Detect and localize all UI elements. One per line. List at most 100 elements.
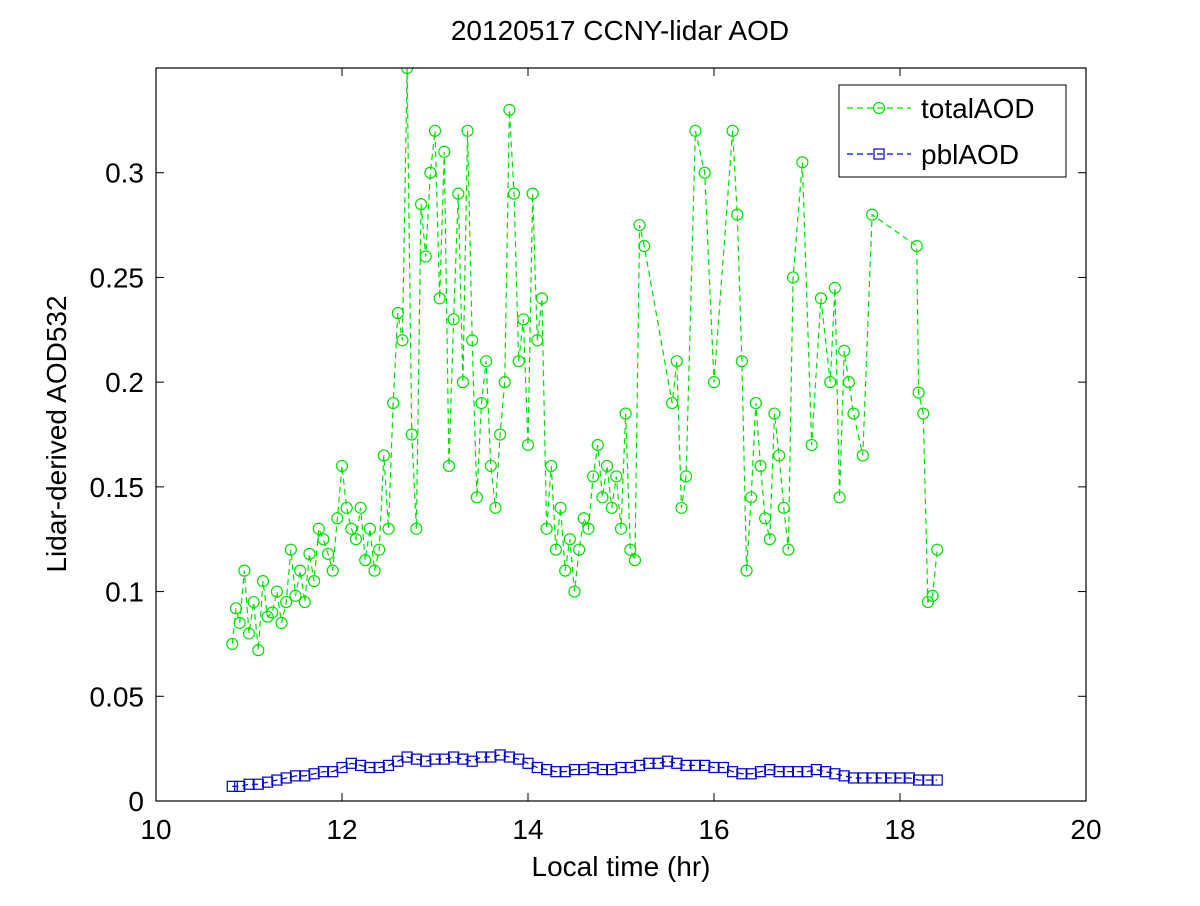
data-point-totalAOD bbox=[484, 459, 497, 473]
data-point-totalAOD bbox=[321, 547, 335, 560]
data-point-pblAOD bbox=[243, 778, 255, 790]
data-point-totalAOD bbox=[582, 522, 595, 535]
data-point-totalAOD bbox=[270, 585, 283, 598]
data-point-pblAOD bbox=[578, 763, 590, 776]
data-point-pblAOD bbox=[606, 763, 618, 776]
data-point-pblAOD bbox=[466, 755, 478, 767]
data-point-totalAOD bbox=[373, 543, 386, 556]
data-point-pblAOD bbox=[410, 753, 422, 765]
legend-box bbox=[838, 84, 1067, 178]
data-point-totalAOD bbox=[298, 595, 311, 609]
data-point-pblAOD bbox=[355, 759, 367, 771]
y-tick-label: 0.2 bbox=[105, 367, 144, 398]
data-point-totalAOD bbox=[461, 124, 474, 137]
data-point-pblAOD bbox=[438, 753, 450, 765]
data-point-totalAOD bbox=[503, 103, 516, 116]
data-point-pblAOD bbox=[485, 751, 497, 763]
data-point-pblAOD bbox=[429, 753, 441, 765]
data-point-totalAOD bbox=[308, 574, 321, 588]
data-point-totalAOD bbox=[447, 313, 460, 326]
data-point-pblAOD bbox=[568, 763, 581, 776]
y-tick-label: 0.15 bbox=[90, 472, 145, 503]
data-point-pblAOD bbox=[392, 755, 404, 767]
data-point-pblAOD bbox=[522, 757, 534, 769]
data-point-pblAOD bbox=[234, 780, 246, 792]
data-point-totalAOD bbox=[317, 533, 330, 546]
data-point-totalAOD bbox=[573, 543, 586, 556]
data-point-pblAOD bbox=[513, 753, 525, 765]
legend: totalAOD pblAOD bbox=[838, 84, 1067, 178]
data-point-totalAOD bbox=[768, 407, 781, 420]
data-point-pblAOD bbox=[689, 759, 702, 771]
data-point-pblAOD bbox=[745, 768, 757, 780]
y-tick-label: 0.25 bbox=[90, 262, 145, 293]
data-point-pblAOD bbox=[596, 763, 609, 776]
data-point-totalAOD bbox=[754, 459, 767, 473]
data-point-pblAOD bbox=[847, 772, 860, 784]
data-point-totalAOD bbox=[294, 564, 307, 577]
data-point-totalAOD bbox=[865, 208, 879, 221]
data-point-totalAOD bbox=[340, 501, 353, 514]
data-point-pblAOD bbox=[382, 759, 395, 771]
data-point-pblAOD bbox=[336, 761, 348, 774]
data-point-totalAOD bbox=[666, 396, 679, 410]
data-point-totalAOD bbox=[707, 376, 721, 389]
data-point-pblAOD bbox=[922, 774, 934, 786]
data-point-pblAOD bbox=[754, 766, 767, 778]
data-point-totalAOD bbox=[559, 564, 572, 577]
data-point-totalAOD bbox=[419, 250, 432, 263]
data-point-pblAOD bbox=[829, 768, 841, 780]
x-tick-label: 10 bbox=[140, 814, 171, 845]
legend-marker-totalAOD bbox=[872, 101, 886, 115]
legend-marker-pblAOD bbox=[873, 148, 885, 160]
data-point-totalAOD bbox=[554, 501, 567, 514]
data-point-pblAOD bbox=[531, 761, 543, 774]
data-point-totalAOD bbox=[824, 376, 837, 389]
legend-label-pblAOD: pblAOD bbox=[921, 139, 1019, 170]
y-tick-label: 0.3 bbox=[105, 158, 144, 189]
data-point-pblAOD bbox=[262, 776, 274, 788]
data-point-totalAOD bbox=[910, 239, 923, 253]
data-point-totalAOD bbox=[377, 449, 390, 462]
data-point-pblAOD bbox=[327, 766, 339, 778]
data-point-pblAOD bbox=[819, 766, 832, 778]
data-point-totalAOD bbox=[772, 449, 786, 462]
x-tick-label: 14 bbox=[512, 814, 543, 845]
data-point-totalAOD bbox=[233, 616, 246, 630]
data-point-totalAOD bbox=[387, 396, 400, 410]
data-point-totalAOD bbox=[424, 166, 437, 179]
data-point-pblAOD bbox=[643, 757, 655, 769]
data-point-totalAOD bbox=[526, 187, 539, 200]
data-point-totalAOD bbox=[805, 438, 818, 452]
data-point-totalAOD bbox=[284, 543, 297, 556]
data-point-totalAOD bbox=[261, 610, 274, 623]
data-point-pblAOD bbox=[494, 749, 506, 761]
data-point-totalAOD bbox=[549, 543, 563, 556]
data-point-totalAOD bbox=[591, 438, 604, 452]
data-point-totalAOD bbox=[238, 564, 251, 577]
data-point-pblAOD bbox=[615, 761, 627, 774]
data-point-pblAOD bbox=[857, 772, 869, 784]
data-point-totalAOD bbox=[796, 156, 809, 169]
data-point-totalAOD bbox=[568, 585, 581, 598]
x-tick-label: 16 bbox=[698, 814, 729, 845]
data-point-totalAOD bbox=[545, 459, 558, 473]
data-point-pblAOD bbox=[624, 761, 636, 774]
data-point-totalAOD bbox=[535, 292, 549, 305]
data-point-totalAOD bbox=[517, 313, 530, 326]
data-point-totalAOD bbox=[521, 438, 535, 452]
data-point-totalAOD bbox=[731, 208, 744, 221]
data-point-pblAOD bbox=[373, 761, 385, 774]
data-point-totalAOD bbox=[382, 522, 395, 535]
data-point-totalAOD bbox=[368, 564, 381, 577]
data-point-totalAOD bbox=[507, 187, 521, 200]
data-point-totalAOD bbox=[782, 543, 795, 556]
data-point-pblAOD bbox=[271, 774, 283, 786]
data-point-totalAOD bbox=[614, 522, 628, 535]
data-point-totalAOD bbox=[401, 68, 414, 75]
data-point-pblAOD bbox=[226, 780, 238, 792]
data-point-totalAOD bbox=[354, 501, 367, 514]
data-point-pblAOD bbox=[782, 766, 795, 778]
